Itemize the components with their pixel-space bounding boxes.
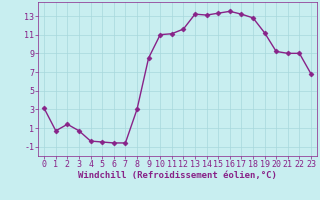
X-axis label: Windchill (Refroidissement éolien,°C): Windchill (Refroidissement éolien,°C) <box>78 171 277 180</box>
